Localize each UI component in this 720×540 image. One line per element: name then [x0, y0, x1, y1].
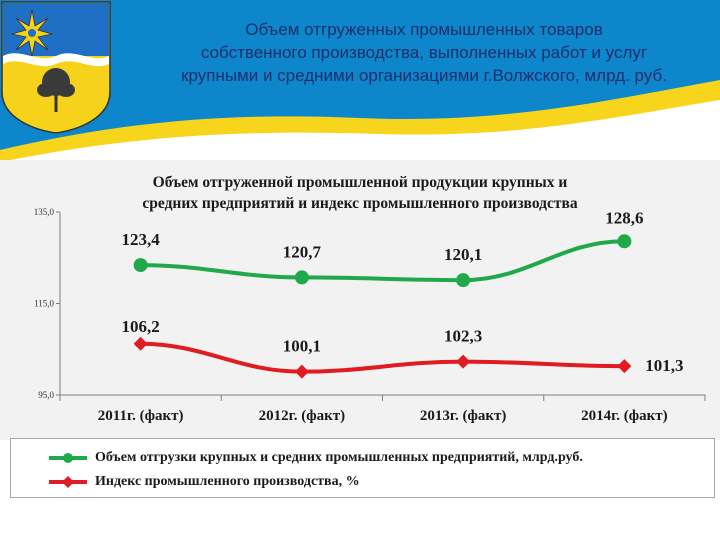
data-point — [294, 270, 309, 285]
chart-title-line: Объем отгруженной промышленной продукции… — [152, 174, 568, 191]
y-tick-label: 135,0 — [34, 207, 55, 217]
white-wave — [0, 100, 720, 165]
data-label: 123,4 — [122, 230, 161, 249]
series-line — [138, 239, 627, 283]
x-tick-label: 2013г. (факт) — [420, 408, 507, 424]
chart-title: Объем отгруженной промышленной продукции… — [90, 172, 630, 214]
legend-label: Объем отгрузки крупных и средних промышл… — [95, 450, 583, 465]
slide-title: Объем отгруженных промышленных товаров с… — [132, 18, 716, 87]
data-label: 106,2 — [122, 317, 160, 336]
chart-legend: Объем отгрузки крупных и средних промышл… — [10, 438, 715, 498]
legend-green-circle-icon — [49, 453, 87, 463]
legend-item-index: Индекс промышленного производства, % — [49, 471, 360, 493]
series-line — [138, 341, 627, 374]
chart-title-line: средних предприятий и индекс промышленно… — [142, 195, 578, 212]
y-tick-label: 115,0 — [34, 299, 54, 309]
legend-label: Индекс промышленного производства, % — [95, 474, 360, 489]
x-tick-label: 2012г. (факт) — [259, 408, 346, 424]
coat-of-arms-icon — [1, 1, 111, 134]
x-tick-label: 2011г. (факт) — [98, 408, 184, 424]
slide-header: Объем отгруженных промышленных товаров с… — [0, 0, 720, 165]
chart-background — [0, 160, 720, 440]
data-point — [617, 234, 632, 249]
data-point — [133, 258, 148, 273]
data-label: 102,3 — [444, 327, 482, 346]
slide-title-line: Объем отгруженных промышленных товаров — [245, 20, 603, 39]
y-tick-label: 95,0 — [38, 390, 54, 400]
line-chart: 135,0 115,0 95,0 2011г. (факт) 2012г. (факт)… — [34, 207, 706, 424]
data-label: 128,6 — [605, 208, 643, 227]
data-point — [294, 364, 309, 379]
legend-item-shipments: Объем отгрузки крупных и средних промышл… — [49, 447, 583, 469]
data-point — [133, 336, 148, 351]
data-point — [456, 273, 471, 288]
data-label: 120,1 — [444, 245, 482, 264]
data-point — [617, 359, 632, 374]
header-background — [0, 0, 720, 165]
slide-title-line: собственного производства, выполненных р… — [200, 43, 648, 62]
data-label: 120,7 — [283, 242, 322, 261]
x-tick-label: 2014г. (факт) — [581, 408, 668, 424]
legend-red-diamond-icon — [49, 476, 87, 488]
slide-title-line: крупными и средними организациями г.Волж… — [181, 66, 667, 85]
data-point — [456, 354, 471, 369]
data-label: 100,1 — [283, 337, 321, 356]
data-label: 101,3 — [645, 356, 683, 375]
